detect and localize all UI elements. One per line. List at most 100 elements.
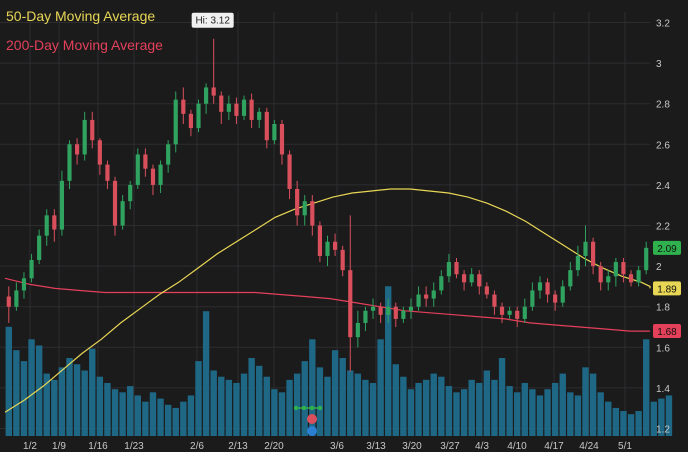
volume-bar: [589, 373, 597, 436]
candle-body: [188, 113, 193, 129]
candle-body: [226, 103, 231, 112]
y-tick-label: 2.4: [656, 181, 670, 192]
event-dot: [293, 405, 299, 411]
y-tick-label: 2: [656, 262, 662, 273]
candle-body: [150, 168, 156, 185]
volume-bars: [5, 286, 673, 436]
candle-body: [14, 290, 19, 307]
volume-bar: [104, 382, 111, 436]
candle-body: [439, 276, 444, 291]
volume-bar: [438, 376, 445, 436]
candle-body: [378, 306, 383, 315]
volume-bar: [256, 365, 263, 436]
volume-bar: [650, 401, 657, 436]
volume-bar: [28, 339, 35, 436]
volume-bar: [96, 376, 104, 436]
candle-body: [204, 87, 209, 104]
x-tick-label: 4/3: [475, 441, 489, 452]
x-tick-label: 2/20: [264, 441, 284, 452]
candle-body: [52, 215, 57, 230]
volume-bar: [354, 373, 362, 436]
candle-body: [158, 164, 163, 185]
volume-bar: [544, 389, 551, 436]
candle-body: [568, 270, 573, 287]
event-dot: [301, 405, 307, 411]
x-tick-label: 3/13: [366, 441, 386, 452]
sma50-line: [4, 188, 651, 413]
candle-body: [408, 306, 414, 311]
volume-bar: [225, 379, 233, 436]
candle-body: [128, 184, 133, 202]
volume-bar: [347, 370, 354, 436]
volume-bar: [491, 379, 498, 436]
candle-body: [553, 294, 558, 303]
x-tick-label: 3/20: [402, 441, 422, 452]
x-tick-label: 3/6: [330, 441, 344, 452]
candle-body: [317, 225, 322, 256]
volume-bar: [51, 379, 58, 436]
candle-body: [401, 310, 406, 319]
candle-body: [522, 306, 527, 319]
candle-body: [196, 103, 201, 129]
candle-body: [484, 286, 489, 295]
candle-body: [613, 262, 618, 277]
grid: [0, 12, 650, 436]
event-dot: [309, 405, 315, 411]
candle-body: [120, 201, 125, 226]
volume-bar: [377, 339, 384, 436]
volume-bar: [142, 401, 149, 436]
candle-body: [234, 103, 239, 116]
volume-bar: [195, 361, 202, 436]
candle-body: [105, 164, 110, 181]
candle-body: [545, 282, 550, 295]
volume-bar: [240, 373, 248, 436]
x-tick-label: 1/23: [124, 441, 144, 452]
candle-body: [355, 322, 360, 338]
candle-body: [82, 119, 87, 155]
volume-bar: [506, 386, 513, 436]
volume-bar: [400, 376, 407, 436]
candle-body: [21, 278, 27, 291]
volume-bar: [582, 367, 589, 436]
volume-bar: [157, 398, 164, 436]
candle-body: [143, 154, 148, 169]
candle-body: [67, 144, 72, 181]
candle-body: [211, 87, 216, 96]
candle-body: [295, 188, 300, 216]
volume-bar: [164, 404, 172, 436]
x-tick-label: 4/10: [507, 441, 527, 452]
candle-body: [264, 111, 269, 141]
legend-50-day-ma: 50-Day Moving Average: [6, 8, 156, 24]
volume-bar: [567, 392, 574, 436]
price-label-box: [653, 240, 681, 255]
candle-body: [636, 270, 641, 283]
event-dot: [317, 405, 323, 411]
volume-bar: [476, 382, 483, 436]
x-tick-label: 1/2: [23, 441, 37, 452]
volume-bar: [460, 389, 468, 436]
volume-bar: [605, 401, 612, 436]
volume-bar: [468, 379, 475, 436]
volume-bar: [218, 376, 225, 436]
candle-body: [424, 294, 429, 299]
y-tick-label: 2.8: [656, 100, 670, 111]
candle-body: [416, 294, 421, 307]
y-tick-label: 3.2: [656, 19, 670, 30]
candle-body: [166, 144, 171, 165]
volume-bar: [286, 379, 293, 436]
candle-body: [173, 99, 178, 145]
candle-body: [560, 286, 565, 303]
volume-bar: [453, 392, 460, 436]
candle-body: [628, 274, 634, 283]
x-tick-label: 3/27: [440, 441, 460, 452]
volume-bar: [5, 326, 12, 436]
volume-bar: [35, 345, 43, 436]
volume-bar: [43, 373, 50, 436]
volume-bar: [58, 367, 66, 436]
candle-body: [499, 306, 505, 315]
candle-body: [363, 310, 368, 323]
volume-bar: [483, 370, 491, 436]
volume-bar: [111, 389, 119, 436]
volume-bar: [635, 411, 642, 436]
y-tick-label: 3: [656, 59, 662, 70]
